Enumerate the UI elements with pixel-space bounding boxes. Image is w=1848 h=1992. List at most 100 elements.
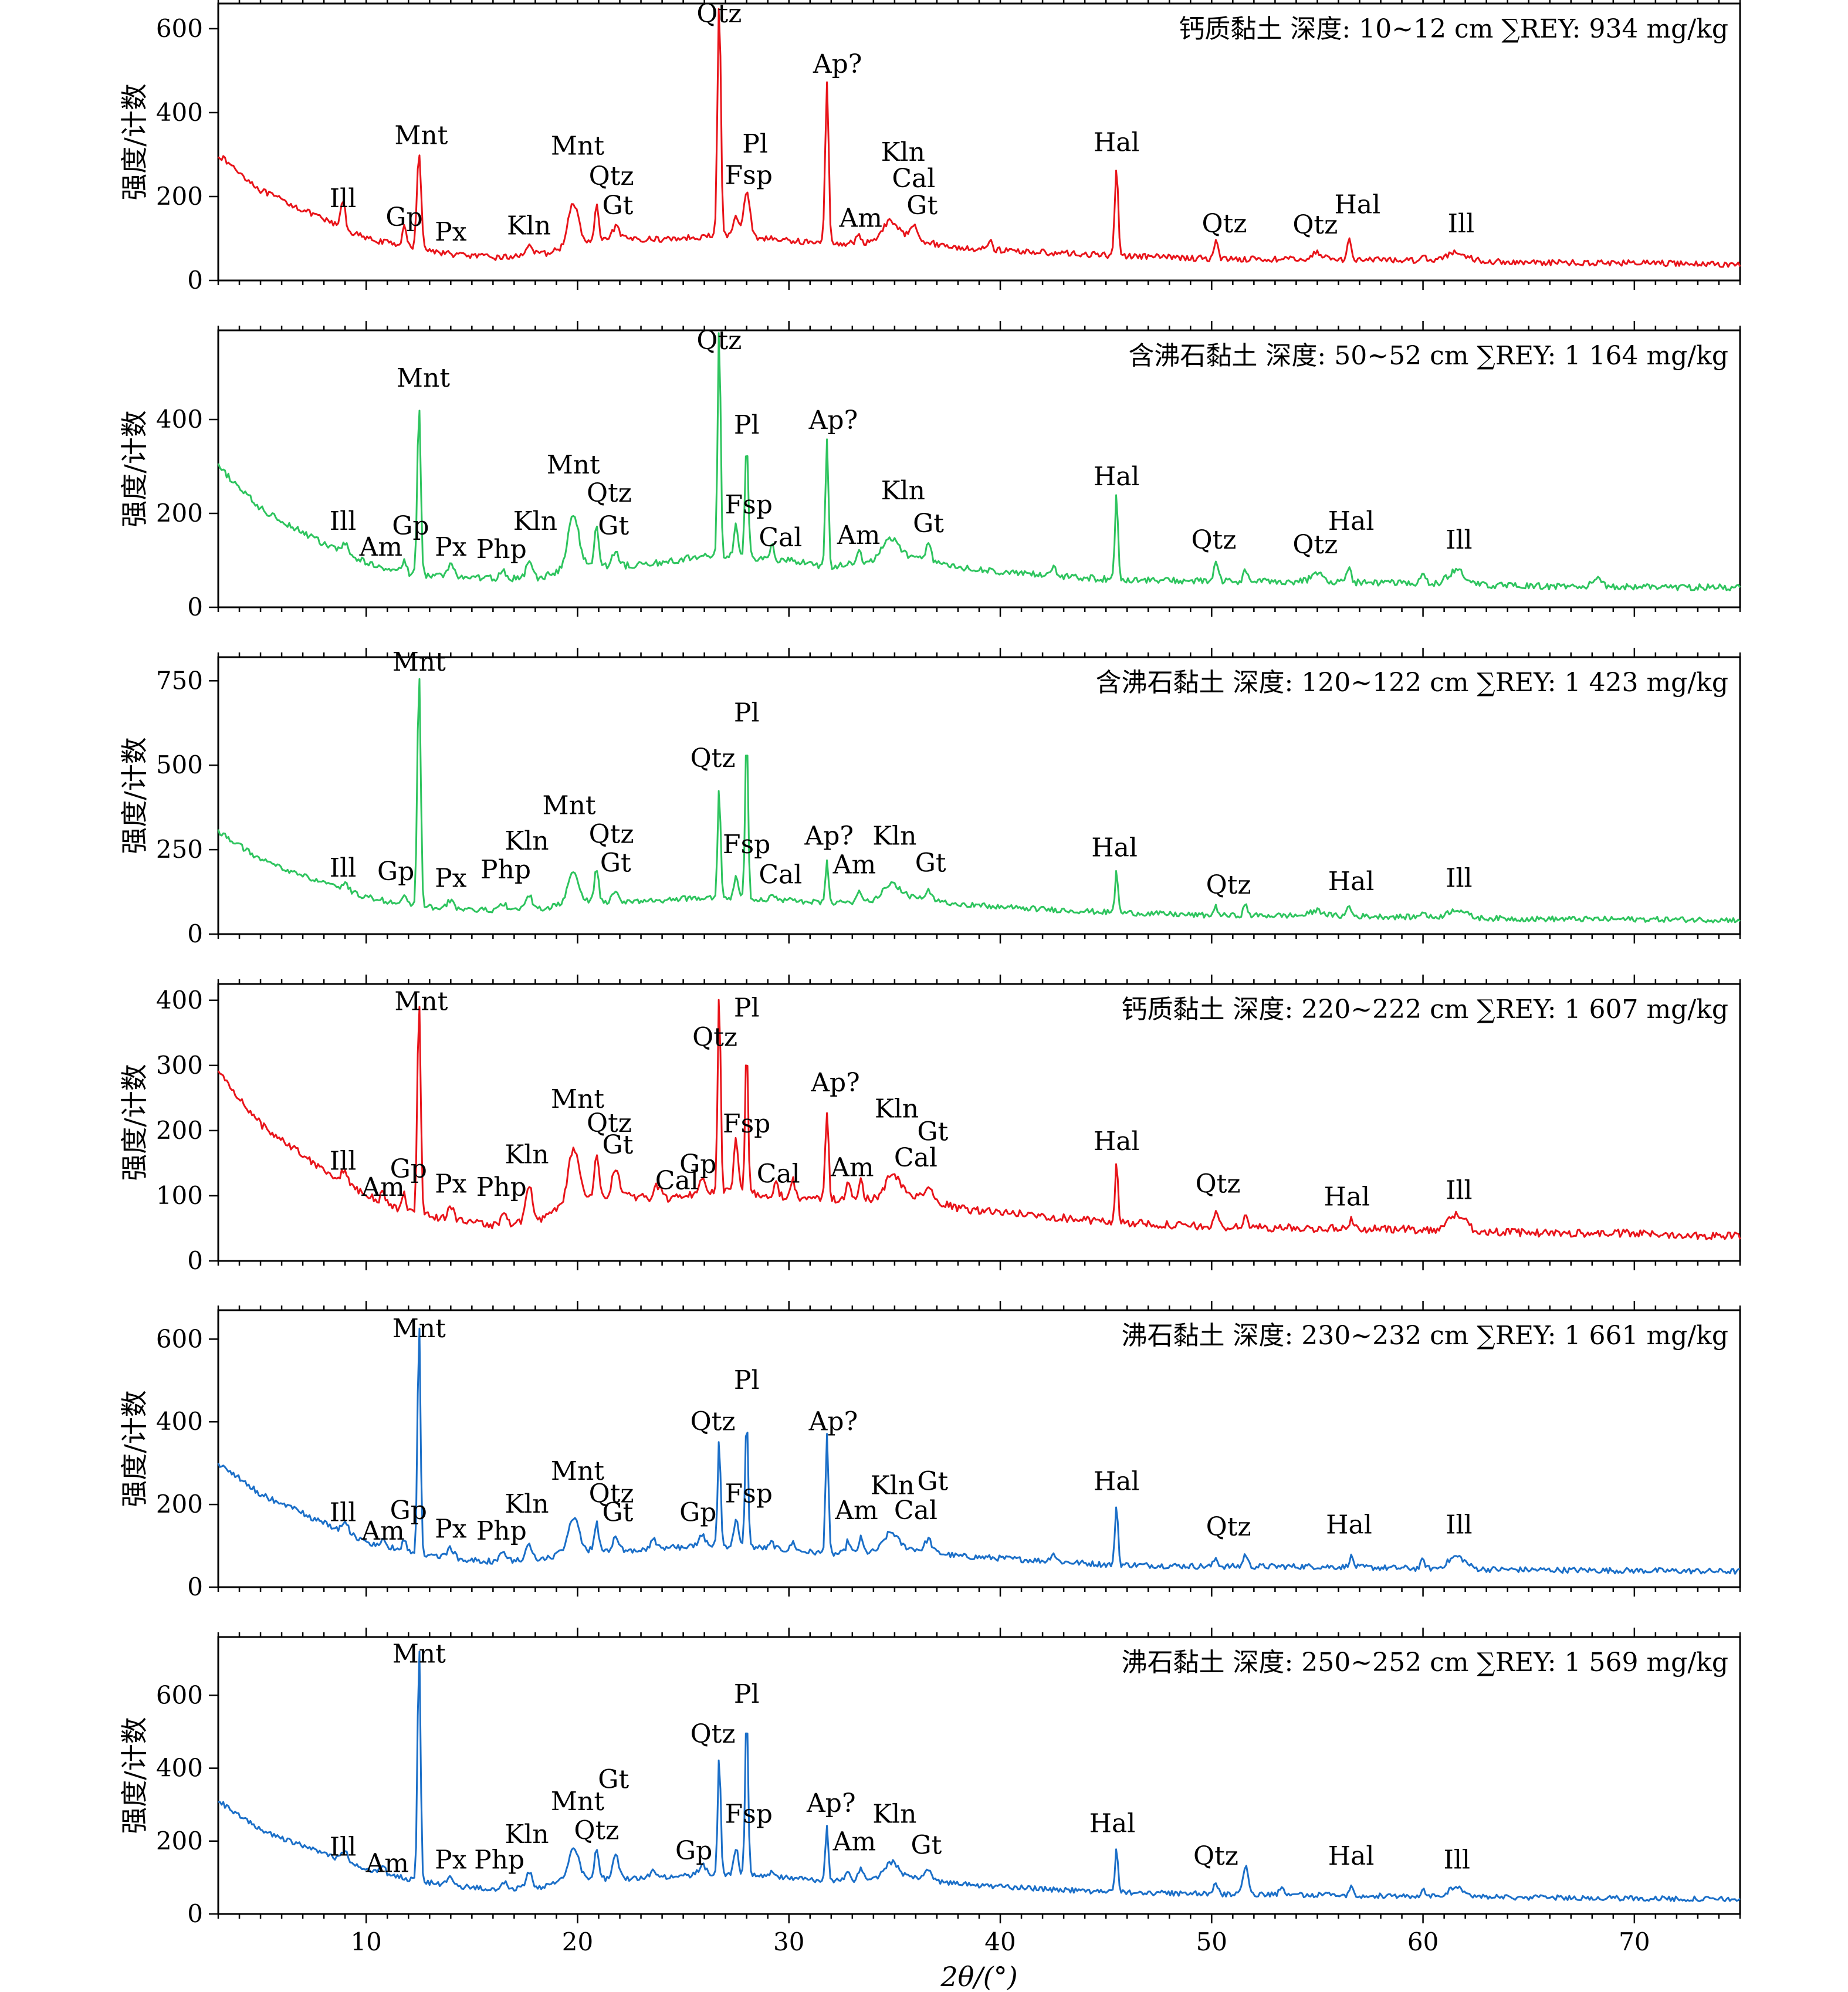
y-tick-label: 600 <box>156 14 203 43</box>
mineral-label: Qtz <box>1201 209 1247 239</box>
y-tick-label: 400 <box>156 1407 203 1436</box>
y-tick-label: 400 <box>156 405 203 434</box>
y-tick-label: 200 <box>156 499 203 527</box>
y-axis-label: 强度/计数 <box>119 410 150 527</box>
mineral-label: Ill <box>330 184 357 214</box>
panel-1: 0 200 400 600 强度/计数 钙质黏土 深度: 10~12 cm ∑REY: 9… <box>119 0 1741 295</box>
mineral-label: Mnt <box>547 450 600 480</box>
mineral-label: Qtz <box>1191 525 1236 555</box>
mineral-label: Mnt <box>392 1639 446 1669</box>
y-tick-label: 100 <box>156 1181 203 1210</box>
mineral-label: Fsp <box>725 490 773 520</box>
mineral-label: Mnt <box>551 1787 604 1817</box>
mineral-label: Fsp <box>725 1479 773 1509</box>
y-tick-label: 0 <box>187 1572 203 1601</box>
x-tick-label: 20 <box>562 1927 593 1956</box>
mineral-label: Hal <box>1335 190 1381 220</box>
mineral-label: Cal <box>894 1143 937 1173</box>
x-axis-label: 2θ/(°) <box>940 1961 1017 1992</box>
mineral-label: Hal <box>1089 1808 1136 1838</box>
xrd-pattern-line <box>217 1327 1741 1575</box>
mineral-label: Ap? <box>806 1788 856 1818</box>
mineral-label: Kln <box>513 506 557 536</box>
mineral-label: Gp <box>392 511 429 541</box>
mineral-label: Mnt <box>551 131 604 161</box>
mineral-label: Qtz <box>691 1406 736 1436</box>
mineral-label: Kln <box>505 1139 549 1169</box>
y-tick-label: 300 <box>156 1051 203 1080</box>
mineral-label: Qtz <box>587 478 632 508</box>
mineral-label: Gp <box>675 1836 712 1866</box>
panel-title: 沸石黏土 深度: 250~252 cm ∑REY: 1 569 mg/kg <box>1121 1648 1728 1678</box>
mineral-label: Gt <box>917 1117 948 1147</box>
x-tick-label: 30 <box>773 1927 804 1956</box>
mineral-label: Hal <box>1091 833 1138 863</box>
mineral-label: Cal <box>655 1166 699 1196</box>
mineral-label: Px <box>435 863 467 893</box>
mineral-label: Px <box>435 532 467 562</box>
mineral-label: Kln <box>872 1800 916 1829</box>
y-axis-label: 强度/计数 <box>119 737 150 854</box>
mineral-label: Hal <box>1094 1127 1140 1156</box>
mineral-label: Kln <box>875 1094 919 1124</box>
mineral-label: Ap? <box>808 405 858 435</box>
mineral-label: Qtz <box>1196 1169 1241 1199</box>
mineral-label: Ill <box>1448 209 1475 239</box>
mineral-label: Ill <box>330 1497 357 1527</box>
panel-3: 0 250 500 750 强度/计数 含沸石黏土 深度: 120~122 cm ∑REY… <box>119 647 1741 948</box>
panel-title: 沸石黏土 深度: 230~232 cm ∑REY: 1 661 mg/kg <box>1121 1321 1728 1351</box>
mineral-label: Qtz <box>696 326 742 356</box>
mineral-label: Kln <box>505 826 549 856</box>
mineral-label: Am <box>361 1516 405 1546</box>
mineral-label: Am <box>359 532 403 562</box>
mineral-label: Qtz <box>696 0 742 29</box>
mineral-label: Hal <box>1328 506 1375 536</box>
mineral-label: Am <box>834 1496 878 1526</box>
y-tick-label: 200 <box>156 182 203 211</box>
panel-4: 0 100 200 300 400 强度/计数 钙质黏土 深度: 220~222 cm ∑R… <box>119 975 1741 1275</box>
mineral-label: Kln <box>505 1489 549 1519</box>
mineral-label: Fsp <box>725 1800 773 1829</box>
mineral-label: Qtz <box>692 1023 737 1053</box>
x-tick-label: 70 <box>1619 1927 1650 1956</box>
mineral-label: Php <box>480 855 531 885</box>
mineral-label: Gp <box>679 1149 716 1179</box>
mineral-label: Pl <box>734 698 760 728</box>
mineral-label: Qtz <box>589 1479 634 1509</box>
y-axis-label: 强度/计数 <box>119 83 150 201</box>
mineral-label: Fsp <box>723 830 770 860</box>
mineral-label: Qtz <box>1206 870 1251 900</box>
mineral-label: Php <box>476 1172 527 1202</box>
mineral-label: Gt <box>911 1831 942 1861</box>
panel-title: 含沸石黏土 深度: 50~52 cm ∑REY: 1 164 mg/kg <box>1128 341 1728 371</box>
mineral-label: Am <box>837 520 881 550</box>
mineral-label: Kln <box>505 1819 549 1849</box>
mineral-label: Px <box>435 217 467 247</box>
mineral-label: Mnt <box>551 1456 604 1486</box>
panel-title: 钙质黏土 深度: 220~222 cm ∑REY: 1 607 mg/kg <box>1121 995 1728 1024</box>
mineral-label: Hal <box>1094 128 1140 158</box>
y-tick-label: 600 <box>156 1680 203 1709</box>
mineral-label: Kln <box>507 211 551 241</box>
mineral-label: Gt <box>598 1765 629 1795</box>
mineral-label: Php <box>474 1845 524 1875</box>
y-tick-label: 0 <box>187 1246 203 1275</box>
mineral-label: Kln <box>881 476 925 506</box>
x-tick-label: 10 <box>350 1927 381 1956</box>
mineral-label: Qtz <box>587 1108 632 1138</box>
mineral-label: Qtz <box>574 1816 619 1846</box>
mineral-label: Am <box>832 1827 876 1856</box>
mineral-label: Gp <box>390 1154 427 1184</box>
mineral-label: Pl <box>742 129 768 159</box>
xrd-pattern-line <box>217 678 1741 924</box>
mineral-label: Qtz <box>589 820 634 850</box>
y-tick-label: 600 <box>156 1324 203 1353</box>
y-tick-label: 200 <box>156 1116 203 1145</box>
mineral-label: Ap? <box>808 1406 858 1436</box>
mineral-label: Cal <box>757 1159 800 1189</box>
mineral-label: Gt <box>603 1497 634 1527</box>
y-tick-label: 200 <box>156 1490 203 1518</box>
mineral-label: Ill <box>1446 525 1473 555</box>
mineral-label: Qtz <box>691 743 736 773</box>
